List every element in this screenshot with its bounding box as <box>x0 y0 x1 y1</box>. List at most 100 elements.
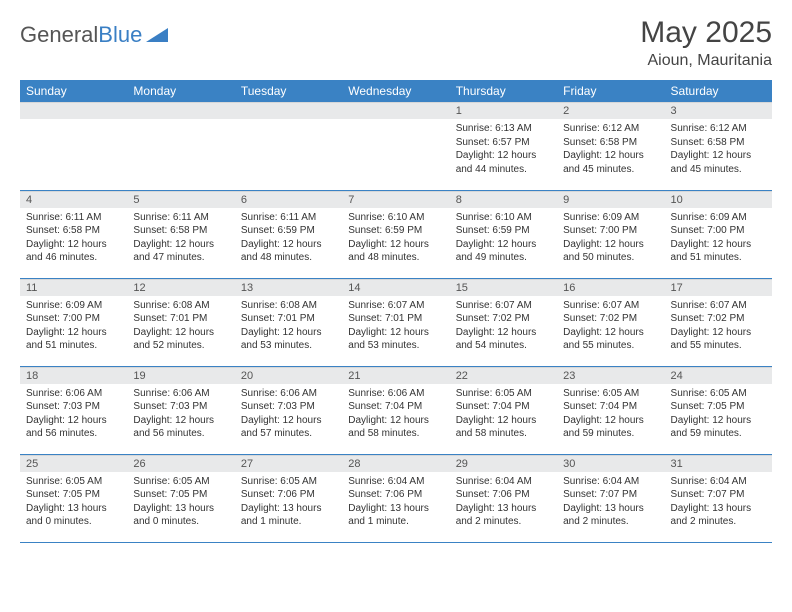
calendar-table: SundayMondayTuesdayWednesdayThursdayFrid… <box>20 80 772 543</box>
calendar-week-row: 18Sunrise: 6:06 AMSunset: 7:03 PMDayligh… <box>20 366 772 454</box>
day-detail: Sunrise: 6:13 AMSunset: 6:57 PMDaylight:… <box>450 119 557 180</box>
calendar-day-cell: 25Sunrise: 6:05 AMSunset: 7:05 PMDayligh… <box>20 454 127 542</box>
day-number: 17 <box>665 279 772 296</box>
location: Aioun, Mauritania <box>640 52 772 70</box>
calendar-day-cell: 11Sunrise: 6:09 AMSunset: 7:00 PMDayligh… <box>20 278 127 366</box>
day-number: 1 <box>450 102 557 119</box>
day-detail: Sunrise: 6:10 AMSunset: 6:59 PMDaylight:… <box>450 208 557 269</box>
day-number: 31 <box>665 455 772 472</box>
weekday-header: Tuesday <box>235 80 342 102</box>
day-detail: Sunrise: 6:06 AMSunset: 7:03 PMDaylight:… <box>235 384 342 445</box>
calendar-week-row: 11Sunrise: 6:09 AMSunset: 7:00 PMDayligh… <box>20 278 772 366</box>
calendar-day-cell: 19Sunrise: 6:06 AMSunset: 7:03 PMDayligh… <box>127 366 234 454</box>
calendar-day-cell <box>20 102 127 190</box>
calendar-day-cell: 28Sunrise: 6:04 AMSunset: 7:06 PMDayligh… <box>342 454 449 542</box>
calendar-day-cell: 20Sunrise: 6:06 AMSunset: 7:03 PMDayligh… <box>235 366 342 454</box>
calendar-day-cell <box>127 102 234 190</box>
day-detail: Sunrise: 6:11 AMSunset: 6:58 PMDaylight:… <box>20 208 127 269</box>
day-detail: Sunrise: 6:07 AMSunset: 7:01 PMDaylight:… <box>342 296 449 357</box>
calendar-day-cell: 2Sunrise: 6:12 AMSunset: 6:58 PMDaylight… <box>557 102 664 190</box>
weekday-header: Sunday <box>20 80 127 102</box>
day-detail: Sunrise: 6:05 AMSunset: 7:05 PMDaylight:… <box>127 472 234 533</box>
day-number: 28 <box>342 455 449 472</box>
day-number: 11 <box>20 279 127 296</box>
calendar-day-cell <box>235 102 342 190</box>
day-detail: Sunrise: 6:06 AMSunset: 7:04 PMDaylight:… <box>342 384 449 445</box>
day-detail: Sunrise: 6:05 AMSunset: 7:05 PMDaylight:… <box>20 472 127 533</box>
weekday-header: Thursday <box>450 80 557 102</box>
logo-text-2: Blue <box>98 22 142 48</box>
day-number: 26 <box>127 455 234 472</box>
calendar-day-cell: 15Sunrise: 6:07 AMSunset: 7:02 PMDayligh… <box>450 278 557 366</box>
day-detail: Sunrise: 6:06 AMSunset: 7:03 PMDaylight:… <box>20 384 127 445</box>
calendar-day-cell: 22Sunrise: 6:05 AMSunset: 7:04 PMDayligh… <box>450 366 557 454</box>
weekday-header: Saturday <box>665 80 772 102</box>
calendar-day-cell: 21Sunrise: 6:06 AMSunset: 7:04 PMDayligh… <box>342 366 449 454</box>
day-detail: Sunrise: 6:04 AMSunset: 7:07 PMDaylight:… <box>557 472 664 533</box>
logo-text-1: General <box>20 22 98 48</box>
calendar-day-cell: 23Sunrise: 6:05 AMSunset: 7:04 PMDayligh… <box>557 366 664 454</box>
day-number: 10 <box>665 191 772 208</box>
day-detail: Sunrise: 6:05 AMSunset: 7:04 PMDaylight:… <box>450 384 557 445</box>
day-number: 30 <box>557 455 664 472</box>
day-number: 16 <box>557 279 664 296</box>
day-number: 24 <box>665 367 772 384</box>
day-detail: Sunrise: 6:05 AMSunset: 7:06 PMDaylight:… <box>235 472 342 533</box>
weekday-header-row: SundayMondayTuesdayWednesdayThursdayFrid… <box>20 80 772 102</box>
day-detail: Sunrise: 6:09 AMSunset: 7:00 PMDaylight:… <box>20 296 127 357</box>
calendar-day-cell: 26Sunrise: 6:05 AMSunset: 7:05 PMDayligh… <box>127 454 234 542</box>
month-title: May 2025 <box>640 16 772 50</box>
day-number <box>235 102 342 119</box>
calendar-week-row: 4Sunrise: 6:11 AMSunset: 6:58 PMDaylight… <box>20 190 772 278</box>
day-number: 14 <box>342 279 449 296</box>
calendar-week-row: 25Sunrise: 6:05 AMSunset: 7:05 PMDayligh… <box>20 454 772 542</box>
day-detail: Sunrise: 6:04 AMSunset: 7:07 PMDaylight:… <box>665 472 772 533</box>
logo: GeneralBlue <box>20 16 168 48</box>
day-number: 7 <box>342 191 449 208</box>
calendar-day-cell: 18Sunrise: 6:06 AMSunset: 7:03 PMDayligh… <box>20 366 127 454</box>
calendar-day-cell: 29Sunrise: 6:04 AMSunset: 7:06 PMDayligh… <box>450 454 557 542</box>
calendar-day-cell: 3Sunrise: 6:12 AMSunset: 6:58 PMDaylight… <box>665 102 772 190</box>
calendar-day-cell: 17Sunrise: 6:07 AMSunset: 7:02 PMDayligh… <box>665 278 772 366</box>
title-block: May 2025 Aioun, Mauritania <box>640 16 772 70</box>
day-number: 15 <box>450 279 557 296</box>
day-detail: Sunrise: 6:04 AMSunset: 7:06 PMDaylight:… <box>450 472 557 533</box>
calendar-day-cell: 14Sunrise: 6:07 AMSunset: 7:01 PMDayligh… <box>342 278 449 366</box>
day-number: 19 <box>127 367 234 384</box>
calendar-day-cell: 4Sunrise: 6:11 AMSunset: 6:58 PMDaylight… <box>20 190 127 278</box>
calendar-day-cell: 30Sunrise: 6:04 AMSunset: 7:07 PMDayligh… <box>557 454 664 542</box>
day-number: 18 <box>20 367 127 384</box>
calendar-day-cell <box>342 102 449 190</box>
day-number: 27 <box>235 455 342 472</box>
day-detail: Sunrise: 6:09 AMSunset: 7:00 PMDaylight:… <box>665 208 772 269</box>
day-number: 20 <box>235 367 342 384</box>
calendar-day-cell: 13Sunrise: 6:08 AMSunset: 7:01 PMDayligh… <box>235 278 342 366</box>
weekday-header: Friday <box>557 80 664 102</box>
calendar-day-cell: 9Sunrise: 6:09 AMSunset: 7:00 PMDaylight… <box>557 190 664 278</box>
day-detail: Sunrise: 6:12 AMSunset: 6:58 PMDaylight:… <box>665 119 772 180</box>
calendar-day-cell: 27Sunrise: 6:05 AMSunset: 7:06 PMDayligh… <box>235 454 342 542</box>
calendar-day-cell: 12Sunrise: 6:08 AMSunset: 7:01 PMDayligh… <box>127 278 234 366</box>
day-detail: Sunrise: 6:10 AMSunset: 6:59 PMDaylight:… <box>342 208 449 269</box>
calendar-day-cell: 31Sunrise: 6:04 AMSunset: 7:07 PMDayligh… <box>665 454 772 542</box>
day-number: 2 <box>557 102 664 119</box>
header: GeneralBlue May 2025 Aioun, Mauritania <box>20 16 772 70</box>
day-detail: Sunrise: 6:07 AMSunset: 7:02 PMDaylight:… <box>450 296 557 357</box>
calendar-day-cell: 8Sunrise: 6:10 AMSunset: 6:59 PMDaylight… <box>450 190 557 278</box>
day-number: 23 <box>557 367 664 384</box>
day-number: 6 <box>235 191 342 208</box>
weekday-header: Monday <box>127 80 234 102</box>
day-detail: Sunrise: 6:12 AMSunset: 6:58 PMDaylight:… <box>557 119 664 180</box>
calendar-week-row: 1Sunrise: 6:13 AMSunset: 6:57 PMDaylight… <box>20 102 772 190</box>
day-number: 13 <box>235 279 342 296</box>
day-number <box>20 102 127 119</box>
day-number: 9 <box>557 191 664 208</box>
day-number: 4 <box>20 191 127 208</box>
day-detail: Sunrise: 6:11 AMSunset: 6:58 PMDaylight:… <box>127 208 234 269</box>
calendar-page: GeneralBlue May 2025 Aioun, Mauritania S… <box>0 0 792 553</box>
calendar-day-cell: 16Sunrise: 6:07 AMSunset: 7:02 PMDayligh… <box>557 278 664 366</box>
logo-triangle-icon <box>146 22 168 48</box>
day-number: 8 <box>450 191 557 208</box>
day-detail: Sunrise: 6:08 AMSunset: 7:01 PMDaylight:… <box>127 296 234 357</box>
day-number: 29 <box>450 455 557 472</box>
